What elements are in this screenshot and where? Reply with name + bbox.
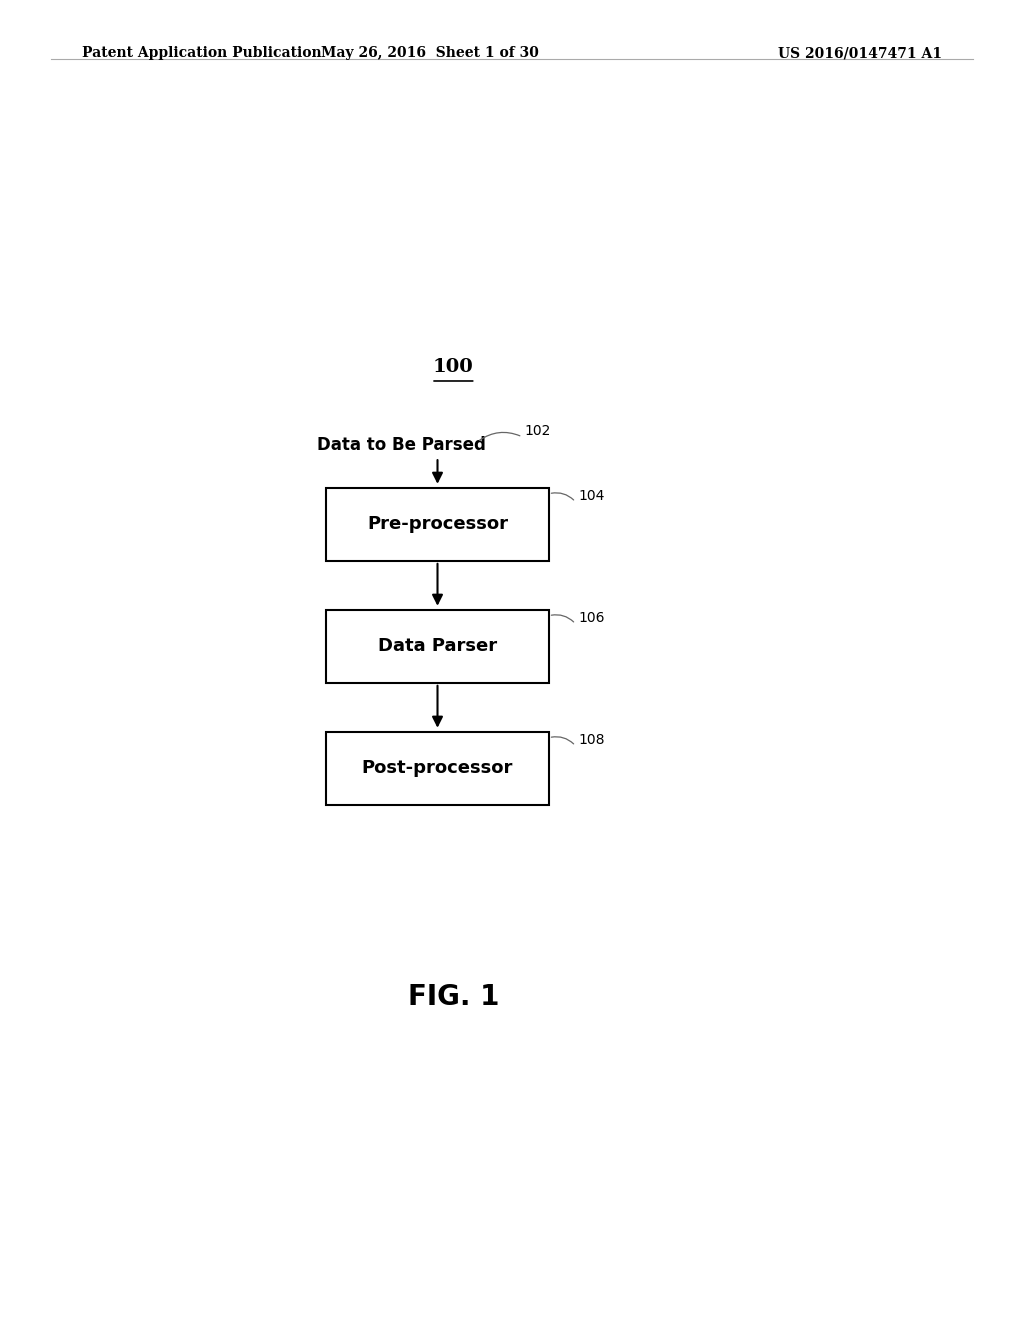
Text: May 26, 2016  Sheet 1 of 30: May 26, 2016 Sheet 1 of 30 bbox=[322, 46, 539, 61]
Text: 100: 100 bbox=[433, 358, 474, 376]
FancyBboxPatch shape bbox=[327, 487, 549, 561]
Text: Post-processor: Post-processor bbox=[361, 759, 513, 777]
Text: Pre-processor: Pre-processor bbox=[367, 515, 508, 533]
FancyBboxPatch shape bbox=[327, 731, 549, 805]
Text: FIG. 1: FIG. 1 bbox=[408, 983, 499, 1011]
Text: 102: 102 bbox=[524, 424, 551, 438]
Text: 104: 104 bbox=[579, 488, 605, 503]
Text: 108: 108 bbox=[579, 733, 605, 747]
Text: Data Parser: Data Parser bbox=[378, 638, 497, 655]
FancyBboxPatch shape bbox=[327, 610, 549, 682]
Text: Patent Application Publication: Patent Application Publication bbox=[82, 46, 322, 61]
Text: 106: 106 bbox=[579, 611, 605, 624]
Text: US 2016/0147471 A1: US 2016/0147471 A1 bbox=[778, 46, 942, 61]
Text: Data to Be Parsed: Data to Be Parsed bbox=[317, 436, 486, 454]
